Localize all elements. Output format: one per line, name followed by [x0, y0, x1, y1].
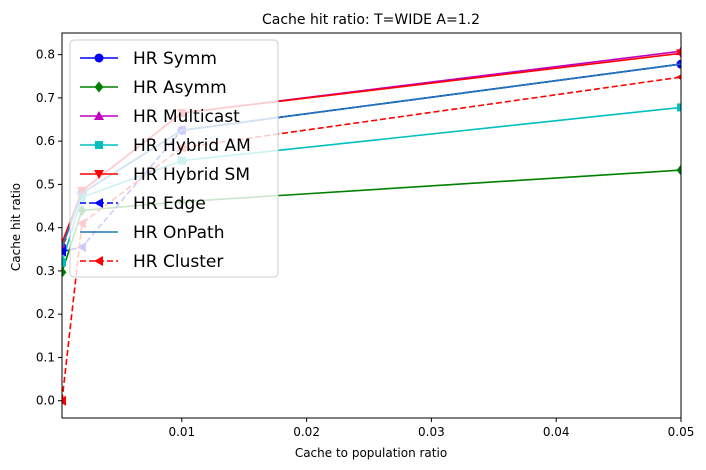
data-point: [62, 395, 66, 406]
legend-entry: HR Hybrid AM: [80, 136, 251, 156]
chart-title: Cache hit ratio: T=WIDE A=1.2: [262, 12, 480, 28]
legend-marker: [95, 141, 103, 149]
data-point: [62, 266, 67, 278]
axes: 0.01 0.02 0.03 0.04 0.05 0.0 0.1 0.2 0.3 0.4 0.5 0.…: [36, 32, 695, 439]
legend-marker: [94, 53, 104, 63]
legend-label: HR Multicast: [133, 107, 240, 127]
legend-entry: HR Multicast: [80, 107, 240, 127]
legend-label: HR Hybrid SM: [133, 165, 250, 185]
data-point: [676, 49, 681, 59]
legend-marker: [94, 256, 103, 266]
y-tick-label: 0.1: [36, 350, 55, 364]
legend-label: HR Cluster: [133, 252, 223, 272]
x-tick-label: 0.03: [418, 425, 445, 439]
x-tick-label: 0.01: [168, 425, 195, 439]
x-axis-label: Cache to population ratio: [295, 446, 447, 460]
data-point: [62, 258, 66, 267]
y-tick-label: 0.8: [36, 48, 55, 62]
legend-label: HR Hybrid AM: [133, 136, 251, 156]
y-tick-label: 0.0: [36, 394, 55, 408]
plot-frame: [61, 32, 682, 419]
legend-entry: HR Edge: [80, 194, 206, 214]
legend-label: HR Symm: [133, 49, 217, 69]
x-tick-label: 0.05: [668, 425, 695, 439]
legend: HR Symm HR Asymm HR Multicast HR Hybrid AM H…: [69, 39, 279, 278]
legend-label: HR Asymm: [133, 78, 227, 98]
data-point: [62, 246, 66, 257]
legend-label: HR Edge: [133, 194, 206, 214]
data-point: [677, 103, 681, 112]
y-tick-label: 0.3: [36, 264, 55, 278]
legend-marker: [94, 198, 103, 208]
legend-label: HR OnPath: [133, 223, 225, 243]
y-tick-label: 0.6: [36, 134, 55, 148]
legend-entry: HR Symm: [80, 49, 217, 69]
y-tick-label: 0.5: [36, 177, 55, 191]
legend-entry: HR Hybrid SM: [80, 165, 250, 185]
legend-marker: [94, 170, 104, 179]
legend-marker: [94, 81, 104, 93]
y-tick-label: 0.7: [36, 91, 55, 105]
legend-entry: HR Cluster: [80, 252, 223, 272]
legend-entry: HR OnPath: [80, 223, 225, 243]
y-axis-label: Cache hit ratio: [9, 183, 23, 271]
legend-marker: [94, 111, 104, 120]
data-point: [676, 164, 681, 176]
data-point: [676, 74, 681, 80]
legend-entry: HR Asymm: [80, 78, 227, 98]
legend-box: [69, 39, 279, 278]
x-tick-label: 0.02: [293, 425, 320, 439]
y-tick-label: 0.2: [36, 307, 55, 321]
x-tick-label: 0.04: [543, 425, 570, 439]
y-tick-label: 0.4: [36, 221, 55, 235]
